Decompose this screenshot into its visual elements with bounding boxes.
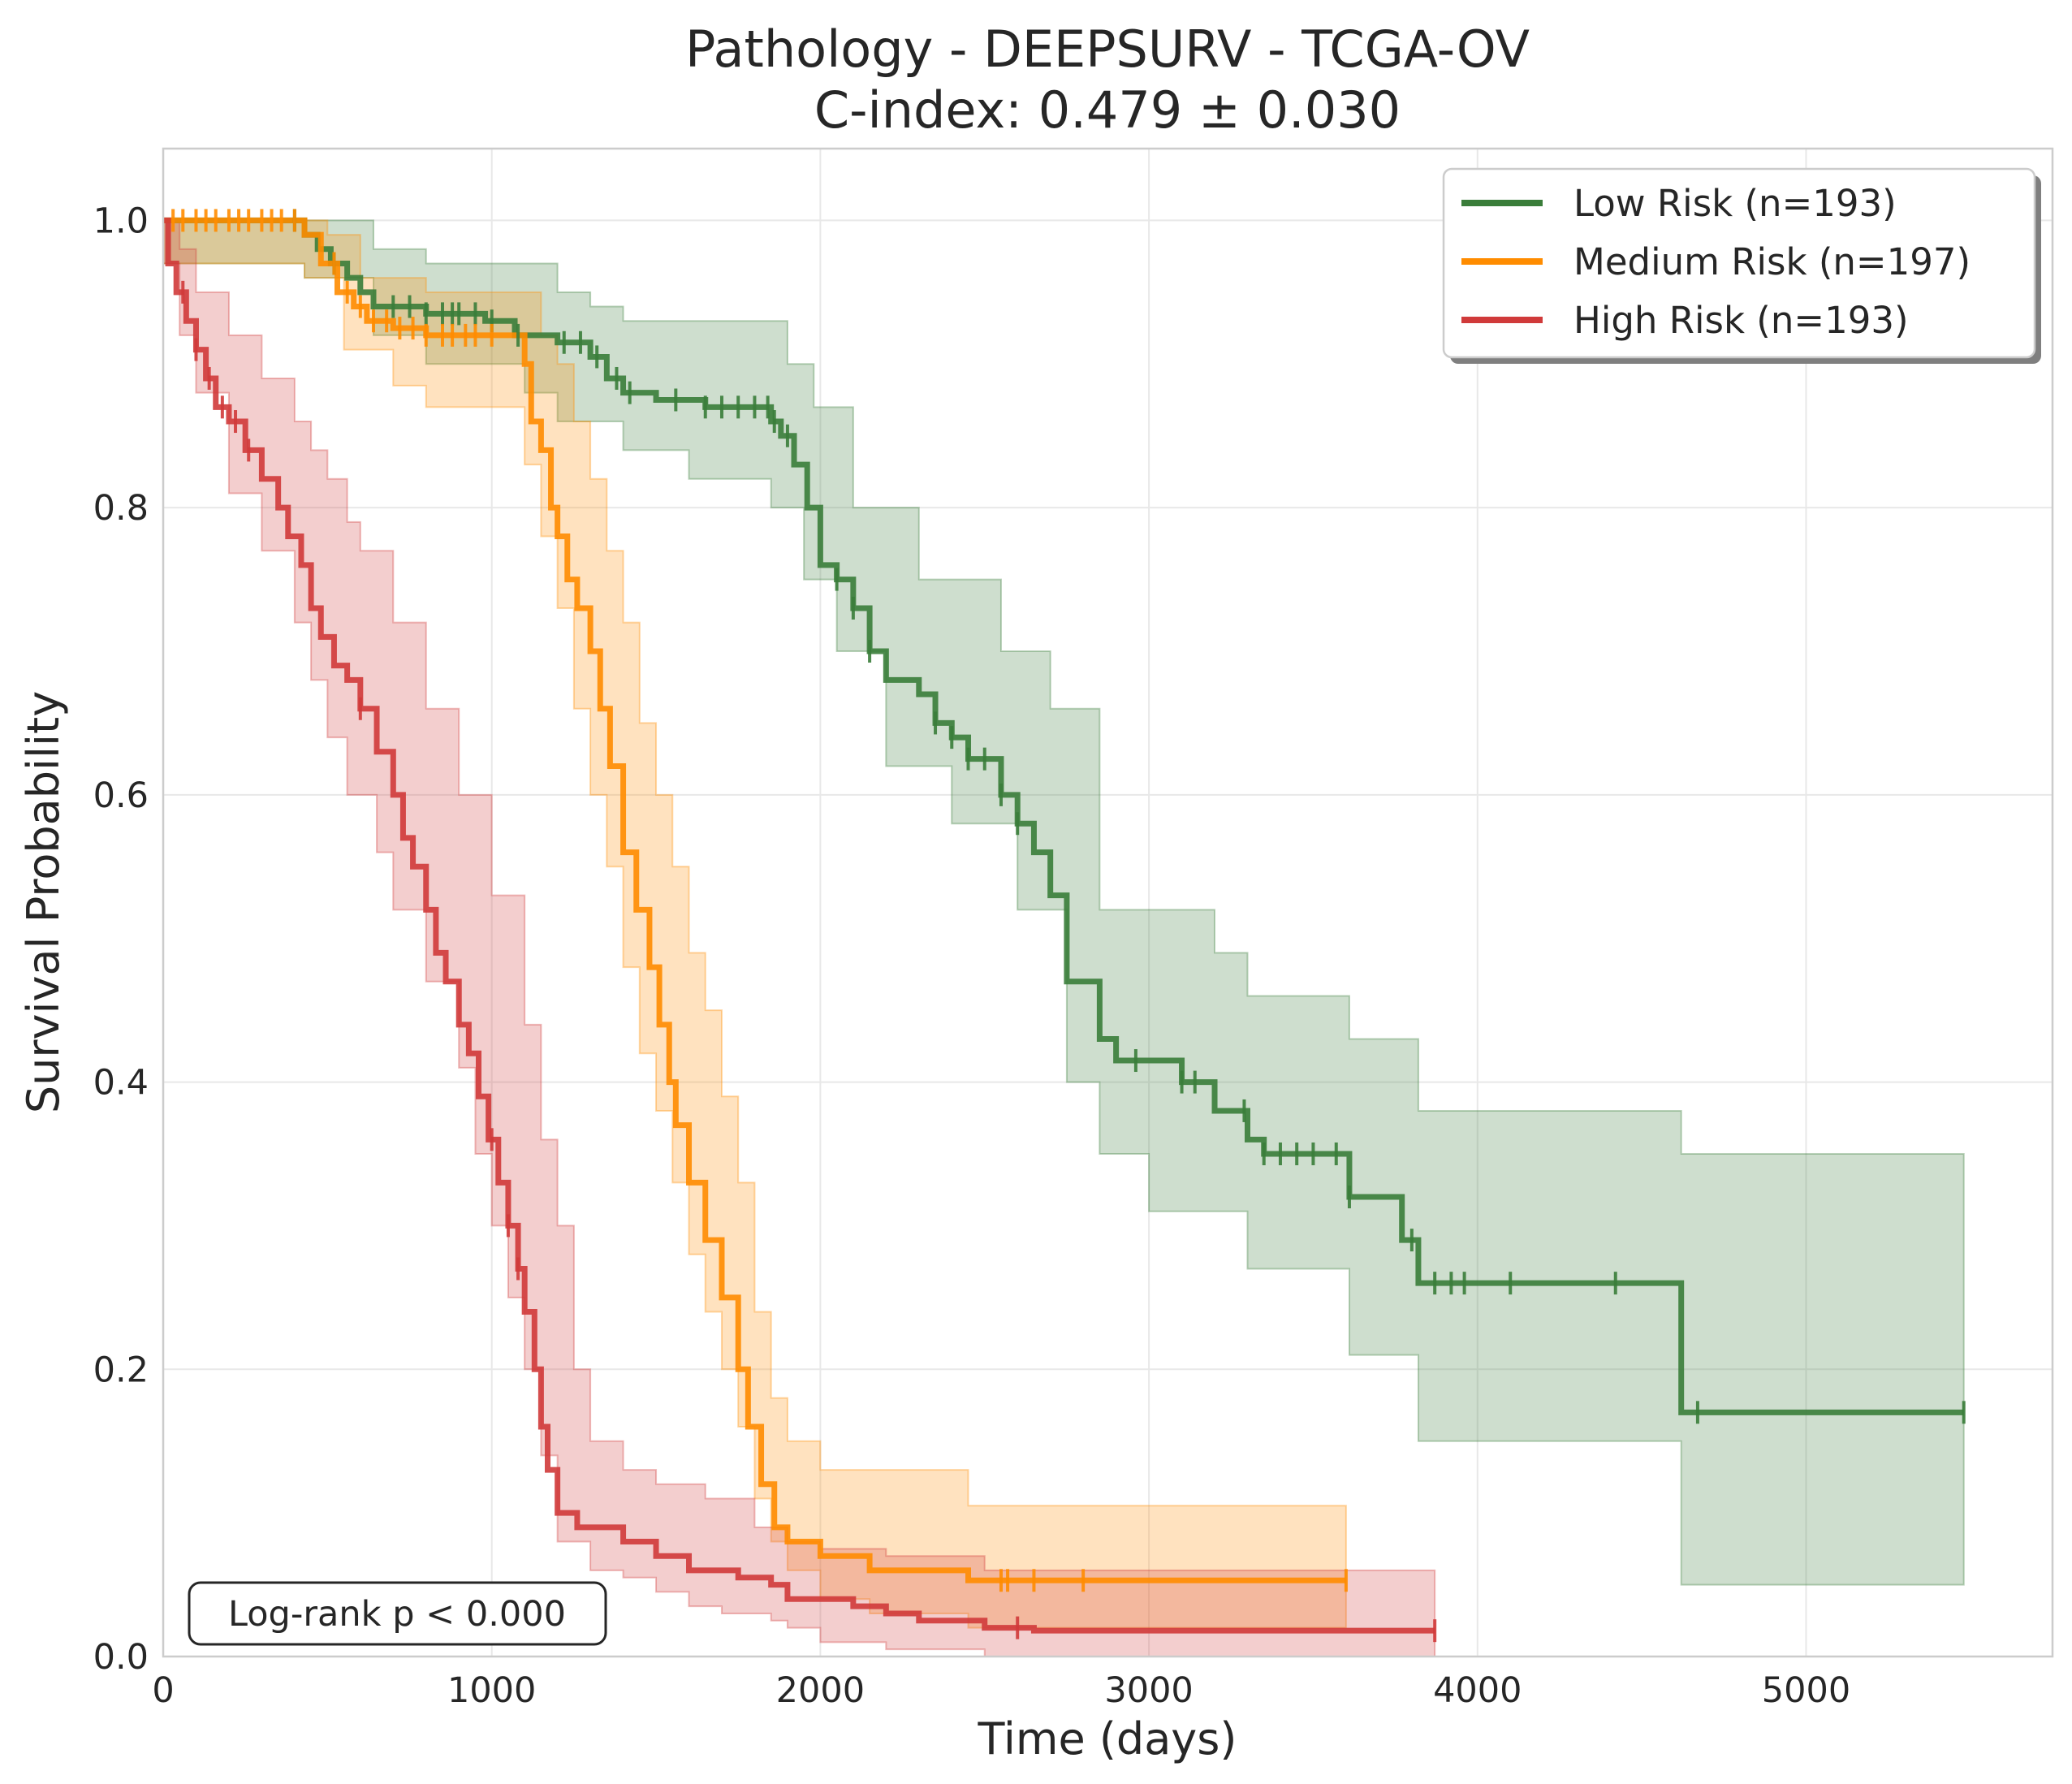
legend-label-high-risk: High Risk (n=193) bbox=[1573, 299, 1909, 342]
annotation-text: Log-rank p < 0.000 bbox=[228, 1594, 566, 1635]
survival-curve-low-risk bbox=[163, 217, 1964, 1415]
y-tick-label: 0.2 bbox=[93, 1350, 149, 1390]
y-tick-label: 0.4 bbox=[93, 1063, 149, 1104]
logrank-annotation: Log-rank p < 0.000 bbox=[188, 1581, 607, 1646]
ci-band-medium-risk bbox=[162, 219, 1347, 1629]
legend-label-low-risk: Low Risk (n=193) bbox=[1573, 182, 1897, 225]
ci-band-high-risk bbox=[162, 219, 1436, 1657]
confidence-bands bbox=[162, 219, 1965, 1657]
annotation-box bbox=[188, 1581, 607, 1646]
x-tick-label: 0 bbox=[152, 1670, 174, 1711]
legend-box bbox=[1442, 167, 2036, 359]
x-axis-label: Time (days) bbox=[978, 1713, 1237, 1765]
x-tick-label: 3000 bbox=[1104, 1670, 1193, 1711]
y-tick-labels: 0.0 0.2 0.4 0.6 0.8 1.0 bbox=[93, 201, 149, 1678]
plot-frame bbox=[162, 147, 2054, 1658]
chart-title: Pathology - DEEPSURV - TCGA-OV bbox=[685, 19, 1530, 79]
survival-curve-medium-risk bbox=[163, 217, 1346, 1583]
x-tick-label: 1000 bbox=[447, 1670, 536, 1711]
y-axis-label: Survival Probability bbox=[18, 691, 69, 1113]
legend-label-medium-risk: Medium Risk (n=197) bbox=[1573, 240, 1971, 283]
y-tick-label: 0.8 bbox=[93, 488, 149, 529]
y-tick-label: 0.0 bbox=[93, 1637, 149, 1678]
legend: Low Risk (n=193) Medium Risk (n=197) Hig… bbox=[1442, 167, 2041, 364]
chart-subtitle: C-index: 0.479 ± 0.030 bbox=[814, 80, 1401, 140]
x-tick-labels: 0 1000 2000 3000 4000 5000 bbox=[152, 1670, 1850, 1711]
censor-marks bbox=[171, 209, 1966, 1643]
x-tick-label: 4000 bbox=[1433, 1670, 1522, 1711]
plot-background bbox=[163, 149, 2053, 1657]
x-tick-label: 2000 bbox=[776, 1670, 865, 1711]
y-tick-label: 1.0 bbox=[93, 201, 149, 241]
ci-band-low-risk bbox=[162, 219, 1965, 1586]
y-tick-label: 0.6 bbox=[93, 775, 149, 816]
x-tick-label: 5000 bbox=[1762, 1670, 1850, 1711]
